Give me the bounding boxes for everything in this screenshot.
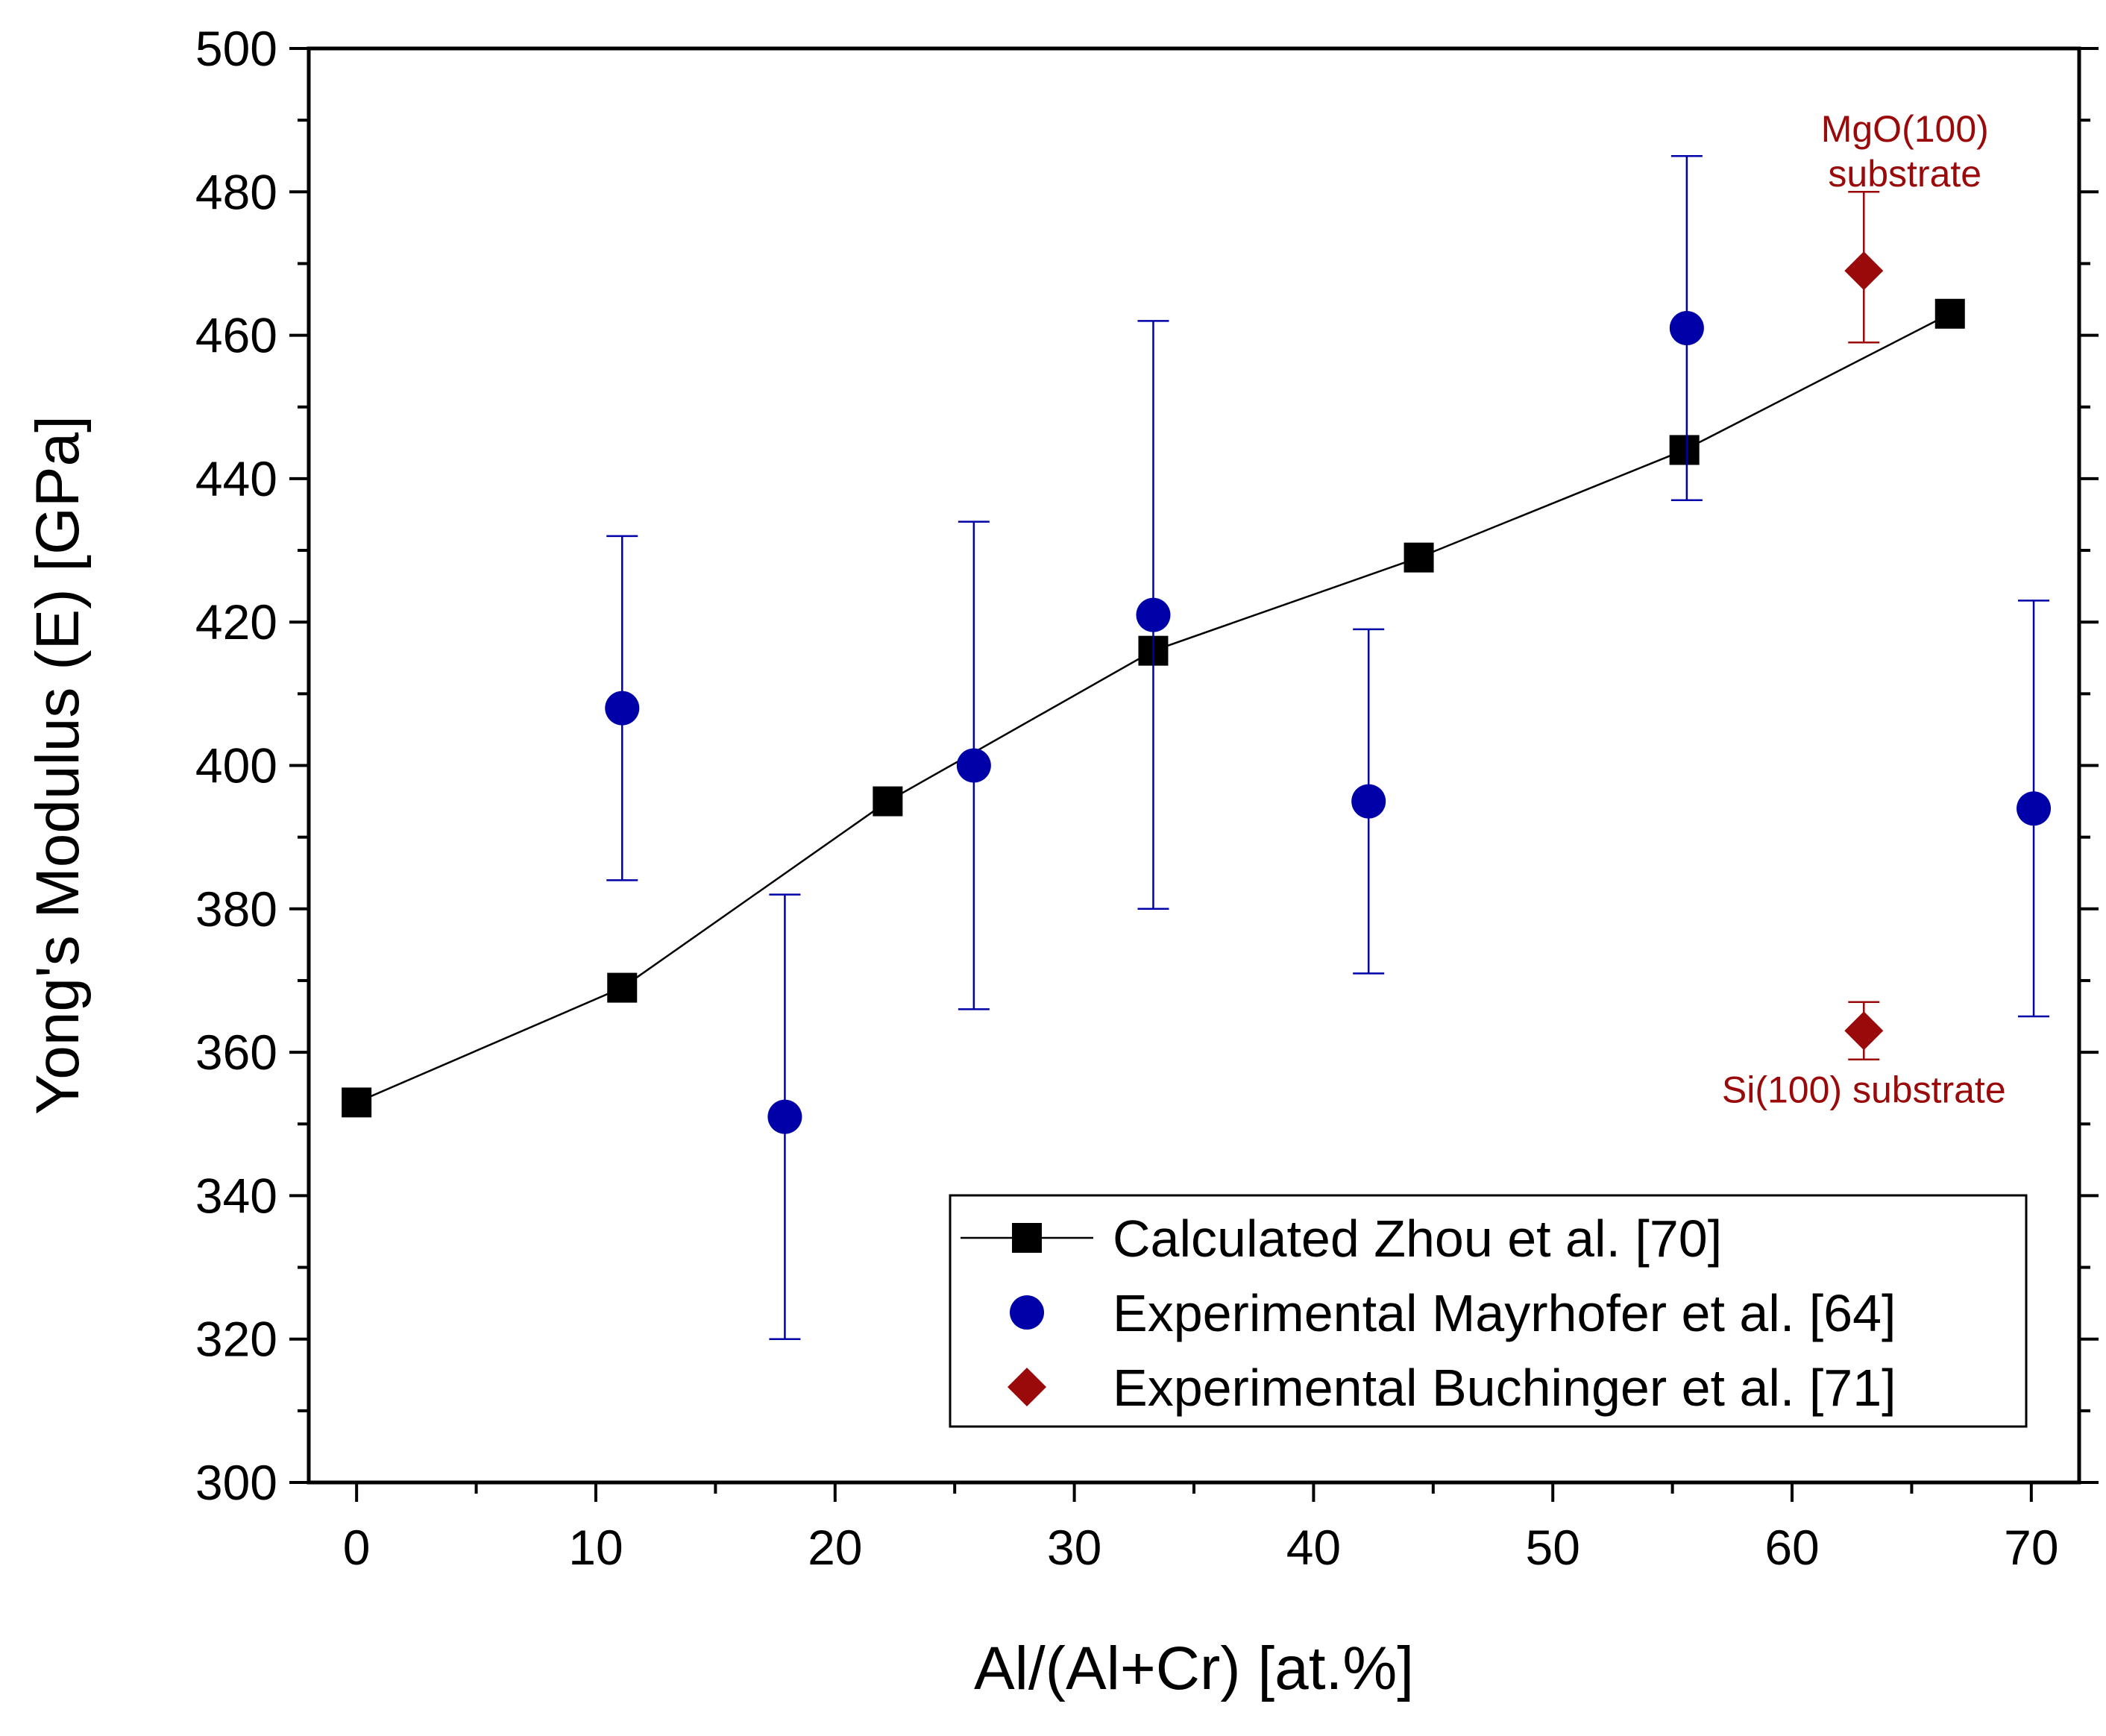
- x-tick-label: 70: [2004, 1520, 2058, 1575]
- legend: Calculated Zhou et al. [70] Experimental …: [949, 1194, 2028, 1428]
- y-tick-label: 300: [195, 1455, 277, 1510]
- y-axis-title: Yong's Modulus (E) [GPa]: [24, 415, 92, 1115]
- y-tick-label: 460: [195, 308, 277, 363]
- x-tick-label: 40: [1286, 1520, 1341, 1575]
- data-point: [873, 786, 903, 817]
- y-tick-label: 340: [195, 1168, 277, 1223]
- data-point: [767, 1099, 802, 1134]
- data-point: [1934, 298, 1965, 329]
- data-point: [607, 972, 638, 1003]
- x-tick-label: 10: [568, 1520, 623, 1575]
- tick-labels: 0 10 20 30 40 50 60 70 300 320 340 360 380 400 420 440 4…: [195, 21, 2059, 1575]
- annotation-si: Si(100) substrate: [1722, 1069, 2006, 1110]
- data-point: [1844, 1011, 1884, 1051]
- legend-marker: [1012, 1223, 1042, 1253]
- annotations: MgO(100)substrate Si(100) substrate: [1722, 108, 2006, 1110]
- legend-label: Experimental Mayrhofer et al. [64]: [1113, 1284, 1896, 1342]
- data-point: [1404, 542, 1434, 573]
- y-tick-label: 440: [195, 451, 277, 506]
- x-tick-label: 0: [343, 1520, 371, 1575]
- x-tick-label: 50: [1526, 1520, 1580, 1575]
- y-tick-label: 500: [195, 21, 277, 76]
- data-point: [1669, 435, 1700, 465]
- series-circle: [605, 154, 2052, 1340]
- y-tick-label: 380: [195, 881, 277, 937]
- data-series: [342, 154, 2052, 1340]
- legend-label: Experimental Buchinger et al. [71]: [1113, 1359, 1896, 1417]
- x-tick-label: 60: [1764, 1520, 1819, 1575]
- annotation-mgo: substrate: [1828, 153, 1981, 195]
- data-point: [1669, 310, 1704, 345]
- legend-label: Calculated Zhou et al. [70]: [1113, 1210, 1722, 1268]
- x-tick-label: 20: [808, 1520, 862, 1575]
- legend-item: Experimental Buchinger et al. [71]: [1008, 1359, 1896, 1417]
- annotation-mgo: MgO(100): [1821, 108, 1989, 150]
- data-point: [342, 1087, 372, 1118]
- series-diamond: [1844, 191, 1884, 1060]
- x-tick-label: 30: [1047, 1520, 1101, 1575]
- legend-marker: [1010, 1295, 1044, 1330]
- legend-marker: [1008, 1368, 1046, 1406]
- legend-box: [949, 1194, 2028, 1428]
- x-axis-title: Al/(Al+Cr) [at.%]: [974, 1635, 1414, 1702]
- y-tick-label: 400: [195, 738, 277, 793]
- data-point: [956, 748, 991, 783]
- data-point: [1136, 597, 1171, 632]
- y-tick-label: 420: [195, 594, 277, 650]
- y-tick-label: 320: [195, 1312, 277, 1367]
- data-point: [1351, 784, 1386, 819]
- data-point: [1844, 251, 1884, 291]
- y-tick-label: 360: [195, 1025, 277, 1080]
- data-point: [2017, 791, 2052, 826]
- data-point: [605, 691, 640, 726]
- y-tick-label: 480: [195, 164, 277, 219]
- plot-frame: [307, 46, 2081, 1485]
- legend-item: Calculated Zhou et al. [70]: [961, 1210, 1722, 1268]
- legend-item: Experimental Mayrhofer et al. [64]: [1010, 1284, 1896, 1342]
